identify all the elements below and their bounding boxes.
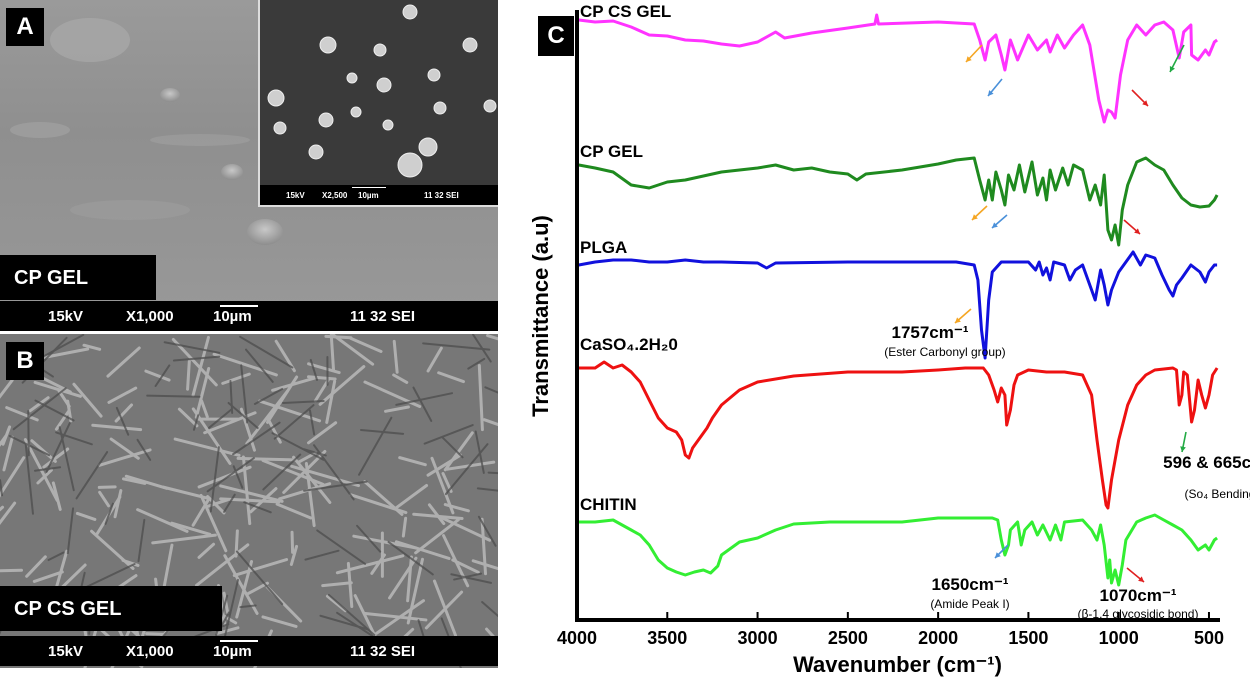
annotation-label: 1070cm⁻¹ xyxy=(1099,586,1176,605)
panel-b-magnification: X1,000 xyxy=(126,643,174,660)
x-axis-title: Wavenumber (cm⁻¹) xyxy=(793,652,1002,677)
panel-a-scale-line xyxy=(220,305,258,307)
x-tick-label: 4000 xyxy=(557,628,597,648)
y-axis-title: Transmittance (a.u) xyxy=(528,215,553,417)
annotation-arrowhead xyxy=(1142,100,1148,106)
annotation-label: 1757cm⁻¹ xyxy=(891,323,968,342)
annotation-arrowhead xyxy=(1134,228,1140,234)
series-line-4 xyxy=(578,513,1218,587)
panel-a-kv: 15kV xyxy=(48,308,84,325)
annotation-arrowhead xyxy=(966,56,972,62)
panel-b-sem-image: B CP CS GEL 15kV X1,000 10µm 11 32 SEI xyxy=(0,334,498,668)
panel-b-letter: B xyxy=(6,342,44,380)
series-label: CP GEL xyxy=(580,142,643,161)
annotation-arrowhead xyxy=(1138,576,1144,582)
annotation-arrowhead xyxy=(995,552,1001,558)
panel-a-code: 11 32 SEI xyxy=(350,308,416,325)
panel-a-letter: A xyxy=(6,8,44,46)
panel-a-magnification: X1,000 xyxy=(126,308,174,325)
annotation-sublabel: (Amide Peak I) xyxy=(930,597,1009,611)
annotation-arrowhead xyxy=(992,222,998,228)
x-tick-label: 500 xyxy=(1194,628,1224,648)
annotation-arrowhead xyxy=(1169,66,1175,72)
inset-magnification: X2,500 xyxy=(322,191,348,200)
x-tick-label: 2000 xyxy=(918,628,958,648)
series-line-1 xyxy=(578,156,1219,247)
x-tick-label: 1500 xyxy=(1008,628,1048,648)
inset-particles xyxy=(267,4,497,178)
annotation-arrowhead xyxy=(988,90,994,96)
inset-kv: 15kV xyxy=(286,191,305,200)
annotation-sublabel: (So₄ Bending) xyxy=(1185,487,1250,501)
annotation-label: 1650cm⁻¹ xyxy=(931,575,1008,594)
panel-a-label: CP GEL xyxy=(0,255,156,300)
panel-b-scale-line xyxy=(220,640,258,642)
panel-a-info-bar: 15kV X1,000 10µm 11 32 SEI xyxy=(0,301,498,331)
inset-info-bar: 15kV X2,500 10µm 11 32 SEI xyxy=(260,185,498,205)
panel-b-label: CP CS GEL xyxy=(0,586,222,631)
annotation-label: 596 & 665cm⁻¹ xyxy=(1163,453,1250,472)
panel-a-texture xyxy=(10,18,283,245)
series-line-0 xyxy=(578,13,1218,124)
panel-c-letter: C xyxy=(538,16,574,56)
series-label: CaSO₄.2H₂0 xyxy=(580,335,678,354)
inset-scale: 10µm xyxy=(358,191,379,200)
annotation-sublabel: (β-1,4 glycosidic bond) xyxy=(1078,607,1199,621)
annotation-arrowhead xyxy=(972,214,978,220)
series-label: PLGA xyxy=(580,238,627,257)
annotation-arrowhead xyxy=(955,317,961,323)
inset-scale-line xyxy=(352,187,386,188)
panel-a-scale: 10µm xyxy=(213,308,252,325)
panel-c-ftir-chart: 4000 3500 3000 2500 2000 1500 1000 500 Wavenumb… xyxy=(510,0,1250,681)
x-tick-label: 1000 xyxy=(1099,628,1139,648)
panel-b-code: 11 32 SEI xyxy=(350,643,416,660)
series-line-3 xyxy=(578,360,1219,510)
series-label: CHITIN xyxy=(580,495,637,514)
x-tick-label: 3000 xyxy=(738,628,778,648)
panel-a-sem-image: 15kV X2,500 10µm 11 32 SEI A CP GEL 15kV… xyxy=(0,0,498,331)
annotation-arrowhead xyxy=(1180,446,1186,452)
panel-b-scale: 10µm xyxy=(213,643,252,660)
series-label: CP CS GEL xyxy=(580,2,671,21)
panel-b-kv: 15kV xyxy=(48,643,84,660)
ftir-svg: 4000 3500 3000 2500 2000 1500 1000 500 Wavenumb… xyxy=(528,2,1250,677)
panel-a-inset-image: 15kV X2,500 10µm 11 32 SEI xyxy=(258,0,498,207)
x-tick-label: 3500 xyxy=(647,628,687,648)
annotation-sublabel: (Ester Carbonyl group) xyxy=(884,345,1005,359)
x-tick-label: 2500 xyxy=(828,628,868,648)
inset-code: 11 32 SEI xyxy=(424,191,459,200)
panel-b-info-bar: 15kV X1,000 10µm 11 32 SEI xyxy=(0,636,498,666)
series-line-2 xyxy=(578,250,1218,360)
